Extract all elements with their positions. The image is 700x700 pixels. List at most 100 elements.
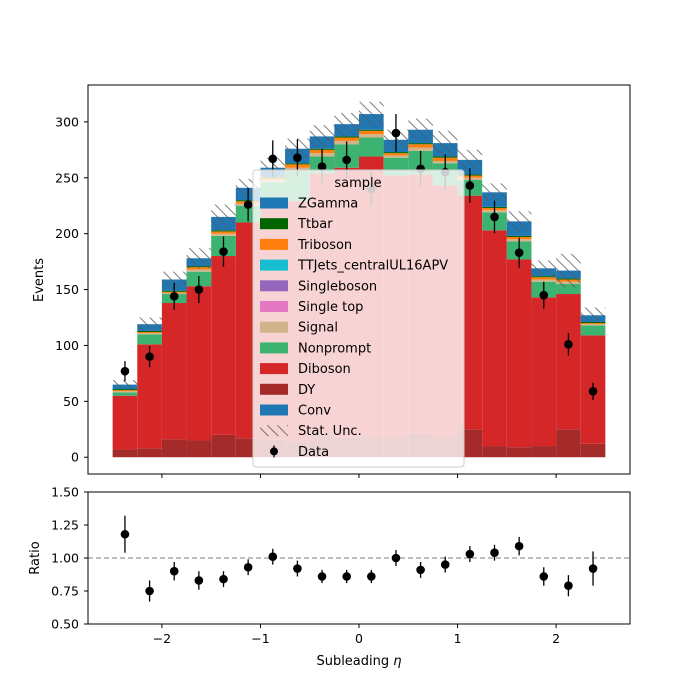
data-point [268,154,278,164]
legend-swatch [260,218,288,230]
bar-ttbar [506,235,532,238]
legend-label: Triboson [297,238,352,253]
bar-signal [137,333,162,335]
legend-label: ZGamma [298,197,358,212]
data-point [465,181,475,190]
main-y-tick-label: 0 [71,450,79,465]
ratio-point [588,564,598,573]
data-point [514,248,524,257]
bar-diboson [112,395,138,450]
legend-label: Conv [298,404,331,419]
ratio-point [120,529,130,539]
ratio-point [490,548,499,558]
ratio-point [169,566,179,576]
bar-triboson [359,130,384,135]
stat-unc-band [531,260,557,277]
ratio-point [465,549,475,559]
data-point [120,366,130,376]
bar-triboson [334,137,359,141]
ratio-point [145,586,154,596]
bar-diboson [506,259,532,448]
ratio-point [219,574,228,584]
legend-swatch [260,259,288,271]
stat-unc-band [482,183,507,202]
bar-nonprompt [556,283,581,295]
ratio-x-tick-label: 0 [355,631,363,646]
bar-triboson [211,231,236,234]
ratio-x-tick-label: 2 [552,631,560,646]
bar-nonprompt [137,334,162,345]
main-y-tick-label: 150 [55,282,79,297]
ratio-y-tick-label: 1.25 [51,518,79,533]
x-axis-label-text: Subleading [316,654,389,669]
legend-label: TTJets_centralUL16APV [297,259,448,274]
bar-ttbar [211,230,236,232]
ratio-point [317,572,327,581]
stat-unc-band [309,125,335,148]
ratio-x-tick-label: −2 [153,631,171,646]
stat-unc-band [112,380,138,390]
ratio-y-tick-label: 1.00 [51,551,79,566]
stat-unc-band [556,253,581,288]
ratio-axes: −2 −1 0 1 2 0.50 0.75 1.00 1.25 1.50 [51,485,631,646]
ratio-point [564,581,573,591]
ratio-point [539,572,549,581]
ratio-y-tick-label: 0.75 [51,584,79,599]
bar-ttbar [408,143,433,145]
legend-swatch [260,197,288,209]
stat-unc-band [457,149,483,170]
legend-label: Single top [298,300,363,315]
bar-ttbar [334,136,359,138]
bar-dy [137,448,162,458]
stat-unc-band [506,211,532,232]
ratio-point [416,565,425,575]
stat-unc-band [137,317,162,331]
bar-nonprompt [112,392,138,396]
ratio-x-tick-label: −1 [251,631,269,646]
legend-swatch [260,383,288,395]
legend-swatch [260,280,288,292]
bar-signal [383,155,409,158]
bar-dy [580,443,606,458]
bar-dy [482,446,507,458]
stat-unc-band [432,130,458,156]
data-point [317,162,327,171]
data-point [564,340,573,349]
bar-nonprompt [359,137,384,157]
main-y-axis-label: Events [32,258,47,302]
data-point [243,200,253,209]
bar-dy [112,449,138,458]
bar-triboson [531,277,557,280]
legend-label: Ttbar [297,217,333,232]
bar-signal [359,134,384,138]
stat-unc-band [211,204,236,230]
data-point [145,352,154,361]
bar-signal [580,324,606,326]
bar-triboson [383,153,409,156]
stat-unc-band [580,307,606,324]
bar-signal [112,391,138,393]
ratio-point [367,572,376,581]
bar-dy [211,434,236,458]
bar-diboson [161,302,187,440]
legend-swatch-hatch [260,425,288,437]
bar-ttbar [359,129,384,131]
bar-dy [556,429,581,458]
ratio-point [514,541,524,551]
bar-dy [186,440,212,458]
bar-diboson [556,294,581,430]
legend-swatch [260,321,288,333]
ratio-point [194,576,204,585]
data-point [391,128,401,138]
bar-dy [506,447,532,458]
data-point [194,285,204,294]
main-y-tick-label: 300 [55,114,79,129]
stat-unc-band [161,271,187,288]
stat-unc-band [359,101,384,127]
main-y-tick-label: 200 [55,226,79,241]
ratio-point [243,562,253,572]
bar-signal [531,279,557,282]
data-point [588,386,598,396]
legend-swatch-marker [270,447,278,456]
